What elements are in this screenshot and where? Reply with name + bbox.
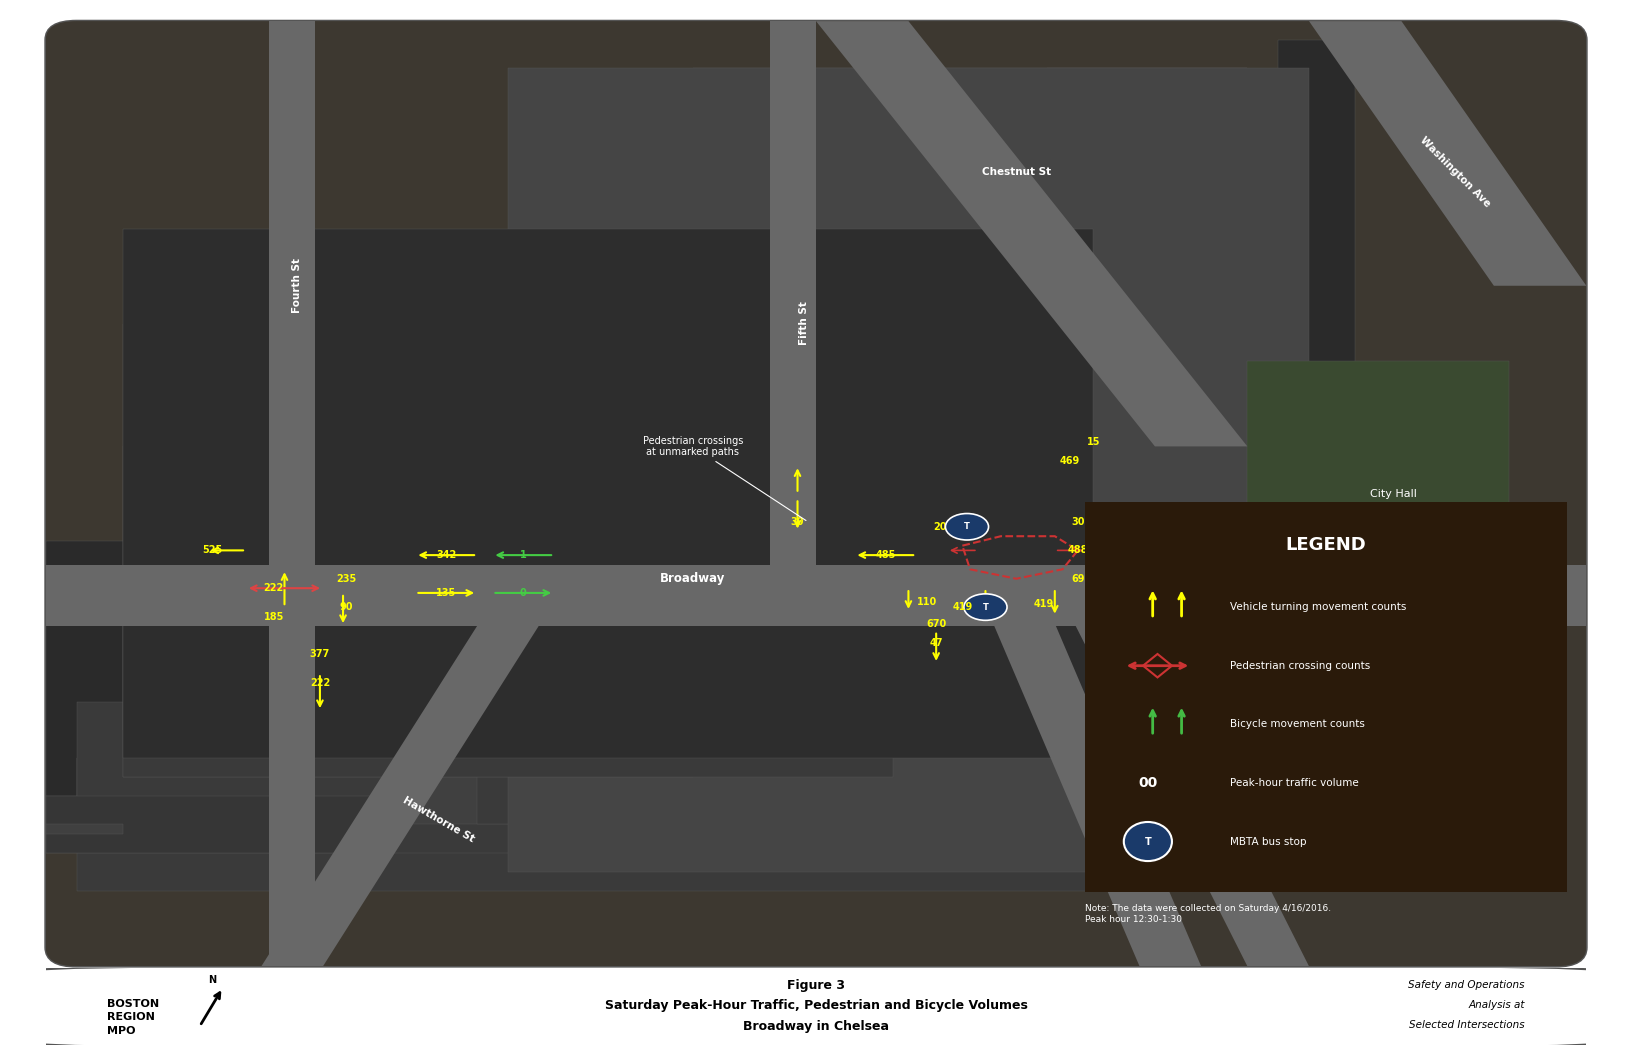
Text: 525: 525: [202, 545, 222, 555]
Text: Pedestrian crossings
at unmarked paths: Pedestrian crossings at unmarked paths: [643, 436, 806, 521]
Text: Chestnut St: Chestnut St: [982, 167, 1051, 177]
Bar: [46, 541, 893, 796]
Text: 670: 670: [925, 619, 947, 629]
Polygon shape: [269, 21, 315, 966]
Text: 1: 1: [1159, 550, 1165, 560]
Text: 110: 110: [917, 598, 937, 607]
Bar: [46, 565, 1586, 626]
Bar: [1278, 40, 1355, 806]
Circle shape: [945, 513, 989, 540]
Text: Fourth St: Fourth St: [292, 259, 302, 314]
Bar: [508, 69, 1309, 872]
Text: City Hall: City Hall: [1371, 489, 1417, 498]
Text: 419: 419: [951, 602, 973, 612]
Text: 90: 90: [339, 602, 353, 612]
Text: Safety and Operations: Safety and Operations: [1408, 980, 1524, 991]
Text: T: T: [965, 523, 969, 531]
Text: Bellingham St: Bellingham St: [1093, 717, 1124, 799]
Bar: [385, 664, 1155, 730]
Bar: [893, 352, 1201, 758]
Text: Washington Ave: Washington Ave: [1418, 135, 1493, 209]
Bar: [692, 69, 1247, 758]
Text: LEGEND: LEGEND: [1286, 535, 1366, 553]
Bar: [385, 664, 893, 825]
Text: 377: 377: [310, 649, 330, 659]
Text: 342: 342: [436, 550, 457, 560]
Text: Peak-hour traffic volume: Peak-hour traffic volume: [1231, 778, 1358, 788]
Text: Fifth St: Fifth St: [798, 302, 809, 345]
Text: 222: 222: [264, 583, 284, 593]
Text: Selected Intersections: Selected Intersections: [1408, 1020, 1524, 1031]
Polygon shape: [1048, 569, 1309, 966]
Bar: [122, 229, 1093, 758]
Text: 69: 69: [1118, 545, 1131, 555]
Circle shape: [1124, 822, 1172, 861]
Circle shape: [965, 593, 1007, 620]
Text: N: N: [207, 975, 215, 985]
Text: Analysis at: Analysis at: [1469, 1000, 1524, 1011]
Text: 203: 203: [934, 522, 955, 532]
Text: 135: 135: [436, 588, 457, 598]
Text: Vehicle turning movement counts: Vehicle turning movement counts: [1231, 602, 1407, 612]
Bar: [1048, 229, 1155, 730]
Bar: [477, 607, 1309, 825]
Text: 1: 1: [521, 550, 527, 560]
Text: Bicycle movement counts: Bicycle movement counts: [1231, 719, 1364, 730]
FancyBboxPatch shape: [46, 21, 1586, 966]
Polygon shape: [261, 626, 539, 966]
Text: Shurtleff St: Shurtleff St: [1180, 799, 1208, 868]
Text: Broadway: Broadway: [659, 572, 726, 585]
Text: 222: 222: [310, 678, 330, 687]
Text: 15: 15: [1087, 437, 1100, 447]
Text: 488: 488: [1067, 545, 1089, 555]
Polygon shape: [1309, 21, 1586, 286]
Polygon shape: [816, 21, 1247, 447]
Bar: [46, 825, 122, 834]
Bar: [46, 796, 385, 853]
Text: BOSTON
REGION
MPO: BOSTON REGION MPO: [108, 999, 160, 1036]
Text: Note: The data were collected on Saturday 4/16/2016.
Peak hour 12:30-1:30: Note: The data were collected on Saturda…: [1085, 904, 1332, 924]
Bar: [122, 323, 893, 777]
Bar: [77, 758, 1155, 834]
Text: Figure 3: Figure 3: [787, 979, 845, 992]
Text: T: T: [1144, 836, 1151, 847]
Text: MBTA bus stop: MBTA bus stop: [1231, 836, 1306, 847]
Bar: [770, 21, 816, 569]
Bar: [77, 758, 1247, 796]
Text: T: T: [982, 603, 989, 611]
Bar: [1247, 361, 1510, 569]
Text: 47: 47: [929, 638, 943, 648]
FancyBboxPatch shape: [46, 21, 1586, 966]
Bar: [632, 522, 893, 825]
Text: 235: 235: [336, 573, 356, 584]
Text: Hawthorne St: Hawthorne St: [401, 795, 477, 845]
Text: 0: 0: [521, 588, 527, 598]
Text: 469: 469: [1061, 455, 1080, 466]
Text: Broadway in Chelsea: Broadway in Chelsea: [743, 1020, 889, 1034]
FancyBboxPatch shape: [15, 967, 1617, 1046]
Text: 69: 69: [1071, 573, 1085, 584]
Polygon shape: [969, 569, 1201, 966]
Text: Pedestrian crossing counts: Pedestrian crossing counts: [1231, 661, 1369, 671]
Bar: [77, 701, 1433, 890]
Bar: [632, 541, 1155, 730]
Bar: [1048, 69, 1247, 683]
Bar: [122, 569, 385, 730]
Text: Broadway: Broadway: [1353, 572, 1418, 585]
Text: 00: 00: [1138, 776, 1157, 790]
Text: 185: 185: [263, 611, 284, 622]
FancyBboxPatch shape: [1075, 494, 1577, 900]
Text: 419: 419: [1035, 599, 1054, 609]
Text: 30: 30: [792, 517, 805, 527]
Text: 485: 485: [875, 550, 896, 560]
Text: Saturday Peak-Hour Traffic, Pedestrian and Bicycle Volumes: Saturday Peak-Hour Traffic, Pedestrian a…: [604, 999, 1028, 1012]
Bar: [122, 447, 692, 777]
Text: 30: 30: [1071, 517, 1085, 527]
